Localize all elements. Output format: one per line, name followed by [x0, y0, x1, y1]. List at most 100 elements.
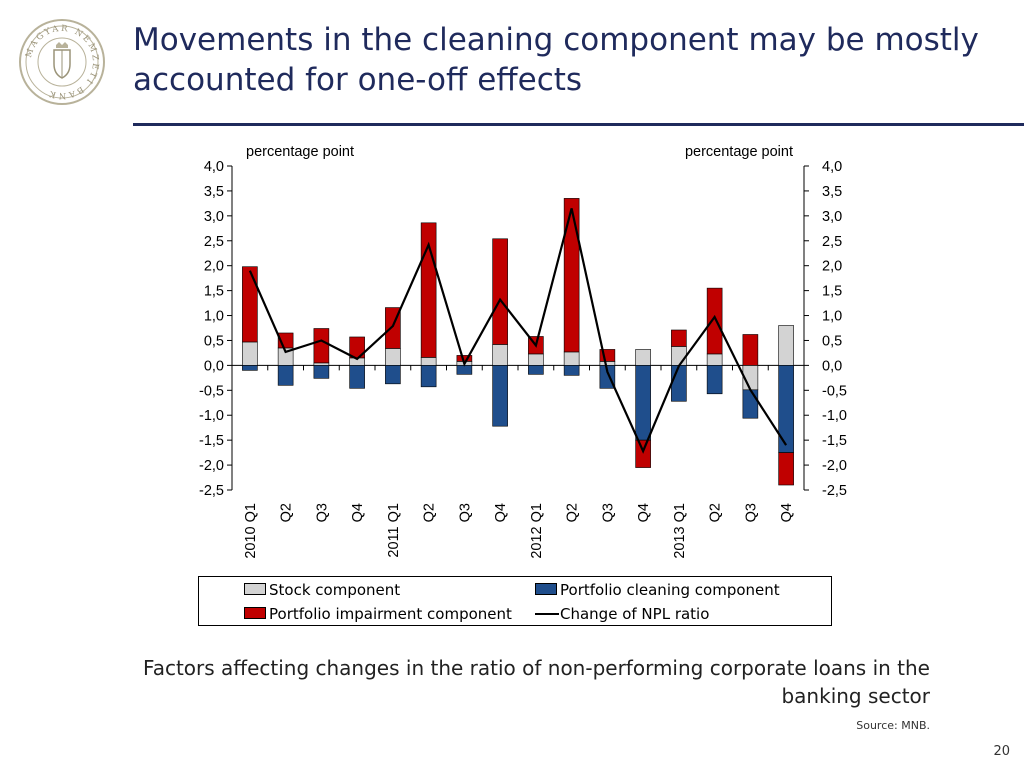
cleaning-component-bar [313, 365, 330, 379]
legend-swatch-cleaning [535, 583, 557, 595]
right-y-tick-label: -2,0 [822, 458, 847, 474]
cleaning-component-bar [706, 365, 723, 395]
right-y-tick-label: 3,0 [822, 209, 842, 225]
impairment-component-bar [635, 439, 651, 468]
cleaning-component-bar [385, 365, 401, 385]
stock-component-bar [563, 351, 580, 366]
stock-component-bar [599, 361, 616, 366]
cleaning-component-bar [242, 365, 258, 371]
cleaning-component-bar [528, 365, 544, 375]
legend-label-npl-ratio: Change of NPL ratio [560, 605, 710, 623]
right-y-tick-label: 1,0 [822, 309, 842, 325]
left-y-tick-label: -1,5 [199, 433, 224, 449]
x-tick-label: Q2 [422, 503, 438, 522]
legend-label-stock: Stock component [269, 581, 401, 599]
x-tick-label: Q3 [457, 503, 473, 522]
right-y-tick-label: -2,5 [822, 483, 847, 499]
left-y-tick-label: -2,0 [199, 458, 224, 474]
left-y-tick-label: 0,5 [204, 333, 224, 349]
cleaning-component-bar [671, 365, 687, 402]
page-number: 20 [993, 744, 1010, 759]
impairment-component-bar [563, 198, 580, 353]
chart-legend: Stock component Portfolio cleaning compo… [198, 576, 832, 626]
right-y-tick-label: 2,0 [822, 259, 842, 275]
x-tick-label: 2012 Q1 [529, 503, 545, 559]
left-axis-unit-label: percentage point [246, 144, 354, 160]
left-y-tick-label: -1,0 [199, 408, 224, 424]
right-y-tick-label: 2,5 [822, 234, 842, 250]
left-y-tick-label: 3,5 [204, 184, 224, 200]
stock-component-bar [385, 348, 401, 366]
left-y-tick-label: 4,0 [204, 159, 224, 175]
x-tick-label: Q4 [636, 503, 652, 522]
x-tick-label: Q3 [743, 503, 759, 522]
left-y-tick-label: -2,5 [199, 483, 224, 499]
x-tick-label: Q2 [708, 503, 724, 522]
x-tick-label: 2010 Q1 [243, 503, 259, 559]
cleaning-component-bar [420, 365, 437, 388]
left-y-tick-label: 1,5 [204, 284, 224, 300]
stock-component-bar [313, 362, 330, 366]
left-y-tick-label: 3,0 [204, 209, 224, 225]
right-axis-unit-label: percentage point [685, 144, 793, 160]
stock-component-bar [492, 344, 508, 366]
stock-component-bar [635, 349, 651, 366]
impairment-component-bar [599, 349, 616, 362]
x-tick-label: 2013 Q1 [672, 503, 688, 559]
right-y-tick-label: -1,5 [822, 433, 847, 449]
impairment-component-bar [742, 334, 759, 366]
stock-component-bar [706, 353, 723, 366]
npl-ratio-line [248, 208, 788, 454]
left-y-tick-label: 0,0 [204, 358, 224, 374]
right-y-tick-label: 3,5 [822, 184, 842, 200]
x-tick-label: Q2 [565, 503, 581, 522]
x-tick-label: Q4 [350, 503, 366, 522]
legend-swatch-stock [244, 583, 266, 595]
cleaning-component-bar [778, 365, 794, 453]
impairment-component-bar [242, 266, 258, 343]
x-tick-label: Q3 [600, 503, 616, 522]
right-y-tick-label: -0,5 [822, 383, 847, 399]
mnb-seal-icon: MAGYAR NEMZETI BANK [19, 19, 105, 105]
impairment-component-bar [706, 287, 723, 355]
x-tick-label: Q3 [314, 503, 330, 522]
legend-swatch-npl-ratio [535, 613, 559, 615]
stock-component-bar [242, 341, 258, 366]
stock-component-bar [671, 346, 687, 366]
legend-swatch-impairment [244, 607, 266, 619]
cleaning-component-bar [277, 365, 294, 386]
right-y-tick-label: 0,5 [822, 333, 842, 349]
mnb-logo: MAGYAR NEMZETI BANK [18, 18, 106, 106]
right-y-tick-label: 0,0 [822, 358, 842, 374]
slide-title: Movements in the cleaning component may … [133, 22, 979, 98]
cleaning-component-bar [635, 365, 651, 441]
impairment-component-bar [778, 452, 794, 486]
stock-component-bar [778, 325, 794, 366]
x-tick-label: Q4 [493, 503, 509, 522]
chart-caption: Factors affecting changes in the ratio o… [143, 656, 930, 708]
stock-component-bar [420, 357, 437, 366]
left-y-tick-label: 2,5 [204, 234, 224, 250]
stock-component-bar [528, 353, 544, 366]
left-y-tick-label: 1,0 [204, 309, 224, 325]
x-tick-label: Q2 [279, 503, 295, 522]
impairment-component-bar [313, 328, 330, 364]
right-y-tick-label: -1,0 [822, 408, 847, 424]
impairment-component-bar [671, 329, 687, 347]
title-divider [133, 123, 1024, 126]
left-y-tick-label: 2,0 [204, 259, 224, 275]
cleaning-component-bar [456, 365, 473, 375]
impairment-component-bar [492, 238, 508, 345]
cleaning-component-bar [742, 389, 759, 419]
cleaning-component-bar [349, 365, 365, 389]
x-tick-label: Q4 [779, 503, 795, 522]
left-y-tick-label: -0,5 [199, 383, 224, 399]
right-y-tick-label: 4,0 [822, 159, 842, 175]
cleaning-component-bar [563, 365, 580, 376]
source-note: Source: MNB. [856, 719, 930, 732]
x-tick-label: 2011 Q1 [386, 503, 402, 558]
legend-label-impairment: Portfolio impairment component [269, 605, 512, 623]
legend-label-cleaning: Portfolio cleaning component [560, 581, 780, 599]
npl-factors-chart: percentage point percentage point 4,0 4,0 3,… [199, 144, 847, 559]
cleaning-component-bar [492, 365, 508, 427]
